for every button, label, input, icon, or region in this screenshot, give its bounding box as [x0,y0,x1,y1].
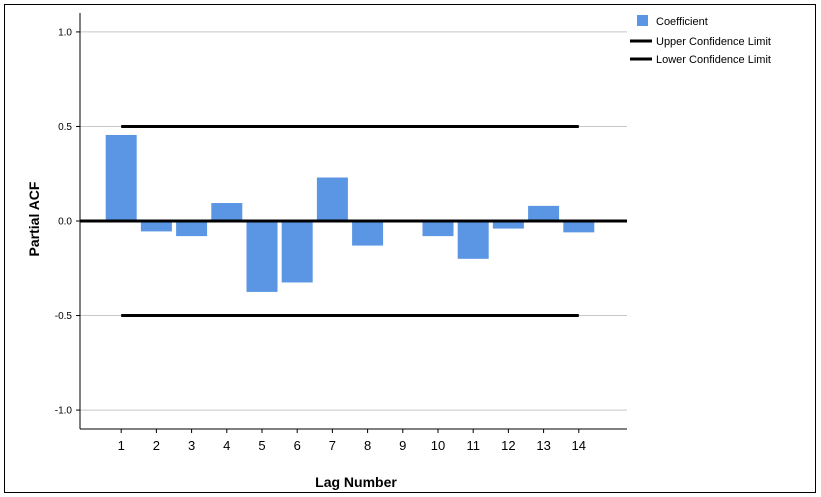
x-tick-label: 13 [536,438,550,453]
legend-label-lower-limit: Lower Confidence Limit [656,54,771,66]
legend-swatch-coefficient [637,15,648,26]
coefficient-bar [422,221,454,237]
chart-frame: 1.0 0.5 0.0 -0.5 -1.0 1 2 3 4 5 6 7 8 9 10 11 12 13 14 Coe… [4,4,816,493]
y-axis-title: Partial ACF [26,181,42,256]
x-tick-label: 7 [329,438,336,453]
coefficient-bar [457,221,489,259]
x-tick-label: 1 [118,438,125,453]
reference-lines-layer [80,124,627,318]
coefficient-bar [140,221,172,232]
bars-layer [105,134,595,292]
legend: Coefficient Upper Confidence Limit Lower C… [630,15,771,66]
y-tick-label: 1.0 [58,27,72,38]
coefficient-bar [211,203,243,221]
x-tick-label: 8 [364,438,371,453]
coefficient-bar [563,221,595,233]
x-tick-label: 14 [572,438,586,453]
y-tick-label: 0.5 [58,122,72,133]
coefficient-bar [352,221,384,246]
x-tick-label: 3 [188,438,195,453]
y-tick-label: 0.0 [58,217,72,228]
x-axis-title: Lag Number [315,474,397,490]
x-tick-label: 12 [501,438,515,453]
x-tick-label: 11 [466,438,480,453]
legend-label-coefficient: Coefficient [656,16,708,28]
x-tick-label: 9 [399,438,406,453]
coefficient-bar [528,205,560,221]
partial-acf-chart: 1.00.50.0-0.5-1.01 2 3 4 5 6 7 8 9 10 11 12 13 14 Coe… [26,13,771,490]
x-tick-label: 2 [153,438,160,453]
coefficient-bar [105,134,137,221]
y-tick-label: -0.5 [55,311,73,322]
x-tick-label: 4 [223,438,230,453]
coefficient-bar [316,177,348,221]
coefficient-bar [176,221,208,237]
x-tick-label: 6 [294,438,301,453]
coefficient-bar [246,221,278,292]
coefficient-bar [492,221,524,229]
legend-label-upper-limit: Upper Confidence Limit [656,36,771,48]
y-tick-label: -1.0 [55,406,73,417]
axis-layer: 1.00.50.0-0.5-1.01 2 3 4 5 6 7 8 9 10 11 12 13 14 [55,13,627,453]
x-tick-label: 10 [431,438,445,453]
coefficient-bar [281,221,313,283]
x-tick-label: 5 [258,438,265,453]
